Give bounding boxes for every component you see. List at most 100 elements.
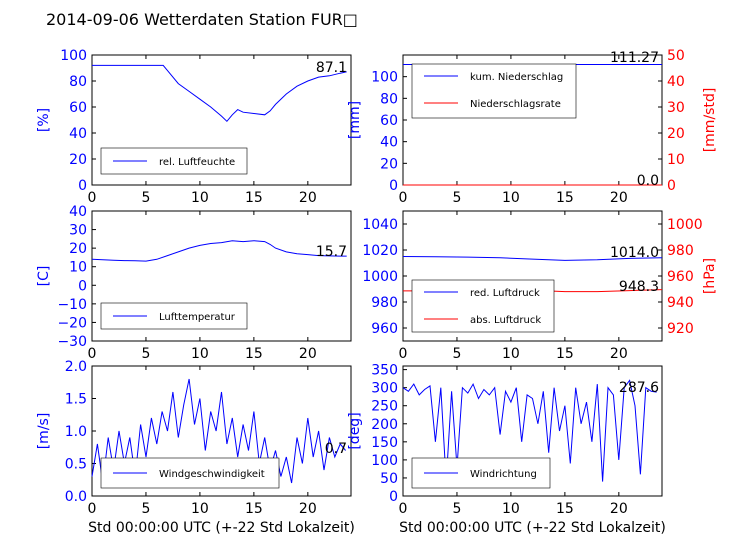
p2-legend-label: kum. Niederschlag [470, 72, 563, 83]
p5-x-axis-label: Std 00:00:00 UTC (+-22 Std Lokalzeit) [88, 520, 355, 536]
p3-x-tick-label: 10 [191, 346, 209, 362]
p4-x-tick-label: 0 [399, 346, 408, 362]
p4-y-tick-label: 980 [371, 295, 398, 311]
p3-legend-label: Lufttemperatur [159, 312, 236, 323]
p6-plot-frame [402, 365, 663, 497]
p5-y-tick-label: 1.0 [65, 424, 87, 440]
p3-y-tick-label: 10 [69, 260, 87, 276]
p5-y-axis-label: [m/s] [36, 413, 52, 450]
p2-y2-tick-label: 50 [667, 48, 685, 64]
p1-y-tick-label: 40 [69, 126, 87, 142]
p2-legend-box [411, 63, 577, 119]
p4-legend-box [411, 279, 555, 333]
p5-y-tick-label: 1.5 [65, 392, 87, 408]
p4-x-tick-label: 5 [452, 346, 461, 362]
p2-y-tick-label: 100 [371, 70, 398, 86]
p4-y2-tick-label: 940 [667, 295, 694, 311]
p3-y-axis-label: [C] [36, 266, 52, 287]
p1-y-tick-label: 0 [78, 178, 87, 194]
p6-y-tick-label: 50 [380, 471, 398, 487]
p1-y-tick-label: 80 [69, 74, 87, 90]
p3-last-value-label: 15.7 [316, 244, 347, 260]
p4-last-value-label: 1014.0 [610, 245, 659, 261]
p4-y2-tick-label: 980 [667, 243, 694, 259]
p5-x-tick-label: 10 [191, 501, 209, 517]
p6-y-tick-label: 100 [371, 453, 398, 469]
p3-y-tick-label: −20 [57, 315, 87, 331]
p1-series-line [92, 64, 347, 123]
p3-x-tick-label: 0 [88, 346, 97, 362]
p5-y-tick-label: 2.0 [65, 359, 87, 375]
p6-x-tick-label: 10 [502, 501, 520, 517]
p3-y-tick-label: 30 [69, 223, 87, 239]
p1-x-tick-label: 20 [299, 190, 317, 206]
p1-x-tick-label: 0 [88, 190, 97, 206]
p2-y-tick-label: 40 [380, 135, 398, 151]
p6-y-tick-label: 300 [371, 381, 398, 397]
p3-y-tick-label: −30 [57, 334, 87, 350]
p1-y-tick-label: 20 [69, 152, 87, 168]
p4-legend-label: red. Luftdruck [470, 288, 540, 299]
p6-last-value-label: 287.6 [619, 380, 659, 396]
p2-legend-label: Niederschlagsrate [470, 99, 561, 110]
p4-y2-tick-label: 1000 [667, 217, 703, 233]
p2-x-tick-label: 15 [556, 190, 574, 206]
p5-y-tick-label: 0.0 [65, 489, 87, 505]
p1-y-tick-label: 60 [69, 100, 87, 116]
p5-x-tick-label: 20 [299, 501, 317, 517]
p4-last-value-label-2: 948.3 [619, 279, 659, 295]
p6-x-tick-label: 0 [399, 501, 408, 517]
p2-y2-tick-label: 40 [667, 74, 685, 90]
p6-x-tick-label: 5 [452, 501, 461, 517]
p5-x-tick-label: 5 [141, 501, 150, 517]
p3-y-tick-label: −10 [57, 297, 87, 313]
p2-y-axis-label: [mm] [347, 101, 363, 139]
p3-x-tick-label: 15 [245, 346, 263, 362]
p6-y-tick-label: 200 [371, 417, 398, 433]
p5-last-value-label: 0.7 [325, 441, 347, 457]
p4-y2-tick-label: 960 [667, 269, 694, 285]
p3-y-tick-label: 0 [78, 278, 87, 294]
p5-y-tick-label: 0.5 [65, 457, 87, 473]
p1-plot-frame [91, 54, 352, 186]
p4-x-tick-label: 15 [556, 346, 574, 362]
p1-y-tick-label: 100 [60, 48, 87, 64]
p5-x-tick-label: 15 [245, 501, 263, 517]
p4-x-tick-label: 20 [610, 346, 628, 362]
p6-x-tick-label: 20 [610, 501, 628, 517]
p2-last-value-label-2: 0.0 [637, 173, 659, 189]
p6-y-tick-label: 350 [371, 363, 398, 379]
p5-legend-label: Windgeschwindigkeit [159, 469, 265, 480]
p2-y2-tick-label: 0 [667, 178, 676, 194]
p2-y2-tick-label: 10 [667, 152, 685, 168]
p6-x-axis-label: Std 00:00:00 UTC (+-22 Std Lokalzeit) [399, 520, 666, 536]
p1-legend-label: rel. Luftfeuchte [159, 157, 235, 168]
p2-y-tick-label: 20 [380, 156, 398, 172]
p6-x-tick-label: 15 [556, 501, 574, 517]
p2-x-tick-label: 5 [452, 190, 461, 206]
page-title: 2014-09-06 Wetterdaten Station FUR□ [46, 10, 358, 29]
p3-x-tick-label: 5 [141, 346, 150, 362]
p2-x-tick-label: 0 [399, 190, 408, 206]
p1-y-axis-label: [%] [36, 108, 52, 132]
p2-y-tick-label: 60 [380, 113, 398, 129]
p1-x-tick-label: 15 [245, 190, 263, 206]
p4-y-tick-label: 1020 [362, 243, 398, 259]
p6-y-axis-label: [deg] [347, 412, 363, 449]
p1-x-tick-label: 10 [191, 190, 209, 206]
p2-x-tick-label: 10 [502, 190, 520, 206]
p4-y-tick-label: 960 [371, 321, 398, 337]
p4-x-tick-label: 10 [502, 346, 520, 362]
p4-y-tick-label: 1040 [362, 217, 398, 233]
p3-x-tick-label: 20 [299, 346, 317, 362]
p4-y-tick-label: 1000 [362, 269, 398, 285]
p1-last-value-label: 87.1 [316, 60, 347, 76]
p1-x-tick-label: 5 [141, 190, 150, 206]
p6-y-tick-label: 150 [371, 435, 398, 451]
p3-y-tick-label: 40 [69, 204, 87, 220]
p2-x-tick-label: 20 [610, 190, 628, 206]
p3-plot-frame [91, 210, 352, 342]
p2-y2-tick-label: 30 [667, 100, 685, 116]
